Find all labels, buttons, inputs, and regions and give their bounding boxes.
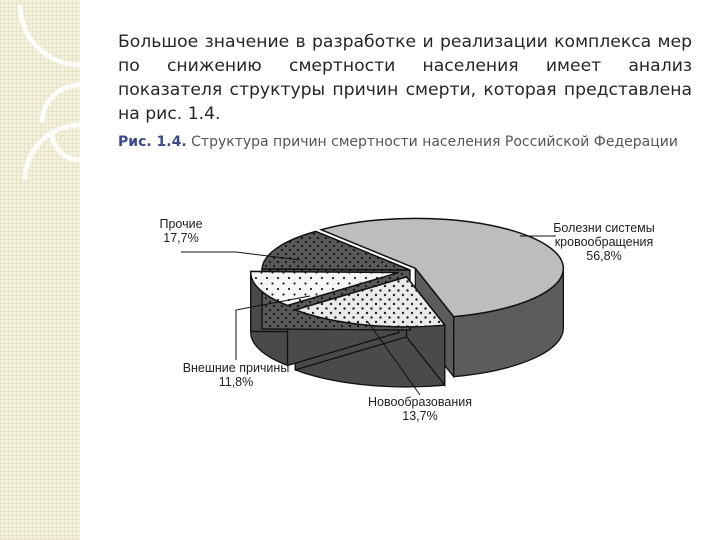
slide-paragraph: Большое значение в разработке и реализац… xyxy=(118,32,692,124)
slice-value-label: 56,8% xyxy=(586,249,621,263)
slice-label: кровообращения xyxy=(555,235,654,249)
leader-line xyxy=(181,251,301,261)
leader-line xyxy=(235,295,311,360)
slice-label: Прочие xyxy=(159,217,202,231)
slice-label: Болезни системы xyxy=(553,221,655,235)
slice-value-label: 11,8% xyxy=(219,375,254,389)
figure-caption-text: Структура причин смертности населения Ро… xyxy=(186,134,678,150)
pie-slice xyxy=(318,217,565,318)
figure-caption: Рис. 1.4. Структура причин смертности на… xyxy=(118,132,678,153)
slice-value-label: 17,7% xyxy=(163,231,198,245)
decorative-side-strip xyxy=(0,0,80,540)
slice-value-label: 13,7% xyxy=(402,409,437,423)
pie-slice xyxy=(250,270,399,307)
slice-label: Новообразования xyxy=(368,395,472,409)
decorative-circles-graphic xyxy=(17,4,80,181)
figure-label: Рис. 1.4. xyxy=(118,134,187,150)
pie-slice xyxy=(292,276,447,328)
leader-line xyxy=(367,321,421,396)
slice-label: Внешние причины xyxy=(183,361,290,375)
